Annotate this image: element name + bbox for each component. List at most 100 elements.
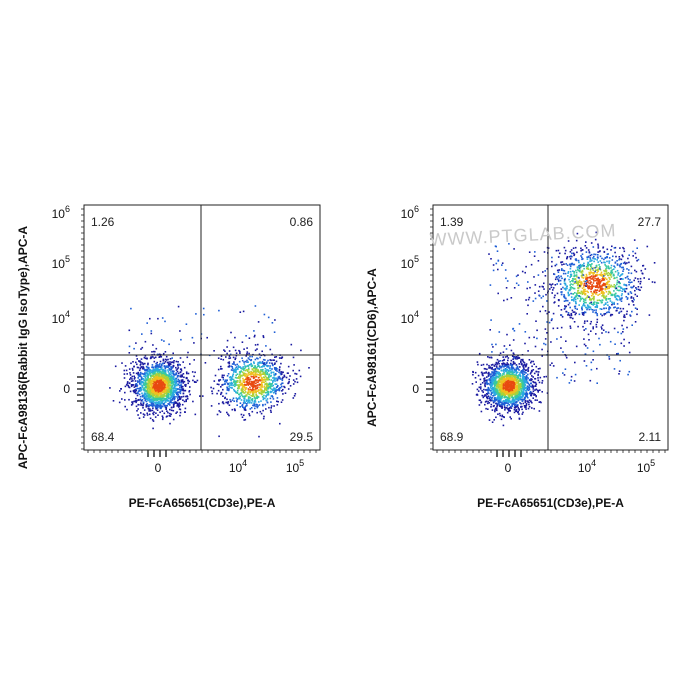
event-dot [606, 301, 609, 304]
event-dot [508, 404, 511, 406]
event-dot [148, 393, 150, 396]
event-dot [148, 372, 151, 374]
event-dot [155, 387, 158, 390]
event-dot [522, 367, 525, 369]
event-dot [168, 380, 171, 383]
event-dot [505, 382, 507, 384]
event-dot [145, 377, 147, 380]
event-dot [517, 368, 520, 370]
event-dot [179, 396, 181, 398]
event-dot [230, 382, 232, 385]
event-dot [187, 382, 189, 385]
event-dot [181, 403, 184, 406]
event-dot [253, 374, 255, 376]
event-dot [571, 280, 573, 282]
event-dot [574, 292, 576, 294]
event-dot [139, 398, 142, 400]
event-dot [289, 375, 291, 377]
event-dot [160, 378, 162, 380]
event-dot [516, 386, 518, 388]
event-dot [175, 379, 177, 382]
event-dot [486, 381, 488, 383]
event-dot [165, 408, 167, 410]
y-tick-label: 106 [52, 204, 70, 221]
event-dot [248, 376, 250, 379]
event-dot [480, 364, 483, 366]
event-dot [167, 397, 169, 400]
event-dot [521, 379, 523, 381]
event-dot [479, 383, 482, 386]
event-dot [170, 400, 172, 403]
event-dot [241, 404, 244, 406]
event-dot [156, 374, 159, 376]
event-dot [521, 405, 523, 408]
event-dot [233, 361, 235, 363]
event-dot [184, 384, 186, 386]
event-dot [172, 397, 175, 400]
y-minor-ticks [77, 208, 84, 450]
event-dot [165, 407, 168, 409]
event-dot [511, 383, 513, 386]
event-dot [513, 411, 516, 414]
event-dot [525, 377, 527, 380]
event-dot [149, 400, 152, 403]
event-dot [497, 385, 499, 387]
event-dot [222, 388, 224, 391]
event-dot [229, 353, 232, 356]
event-dot [246, 353, 248, 355]
event-dot [244, 360, 247, 363]
event-dot [230, 369, 233, 371]
event-dot [522, 386, 524, 388]
event-dot [623, 288, 625, 290]
y-tick-label: 105 [52, 254, 70, 271]
event-dot [226, 379, 228, 381]
event-dot [220, 391, 223, 394]
event-dot [166, 381, 168, 384]
event-dot [249, 373, 252, 376]
event-dot [169, 394, 172, 396]
event-dot [168, 387, 170, 389]
event-dot [260, 383, 263, 385]
event-dot [246, 399, 248, 401]
event-dot [263, 376, 266, 379]
event-dot [486, 368, 488, 371]
event-dot [503, 406, 506, 408]
event-dot [147, 383, 149, 385]
event-dot [294, 372, 296, 375]
event-dot [533, 394, 535, 396]
event-dot [492, 371, 495, 373]
event-dot [130, 307, 132, 310]
event-dot [144, 373, 147, 375]
event-dot [172, 390, 175, 393]
event-dot [257, 357, 259, 360]
event-dot [256, 411, 258, 414]
event-dot [522, 398, 525, 401]
event-dot [156, 361, 158, 364]
event-dot [154, 370, 157, 373]
event-dot [531, 407, 533, 409]
event-dot [151, 404, 153, 407]
event-dot [162, 352, 165, 355]
event-dot [552, 289, 554, 291]
event-dot [486, 382, 489, 385]
event-dot [599, 299, 602, 302]
plot-frame [432, 204, 669, 451]
event-dot [272, 364, 274, 367]
event-dot [174, 383, 176, 386]
event-dot [163, 384, 165, 387]
event-dot [120, 388, 122, 390]
event-dot [519, 378, 522, 381]
event-dot [239, 371, 241, 374]
event-dot [262, 362, 264, 365]
event-dot [147, 393, 149, 395]
event-dot [156, 394, 158, 397]
event-dot [256, 394, 258, 397]
event-dot [174, 381, 177, 384]
event-dot [495, 408, 497, 411]
event-dot [168, 391, 170, 394]
event-dot [152, 392, 154, 395]
event-dot [527, 389, 530, 391]
event-dot [153, 386, 155, 388]
event-dot [237, 377, 239, 379]
event-dot [512, 373, 514, 375]
